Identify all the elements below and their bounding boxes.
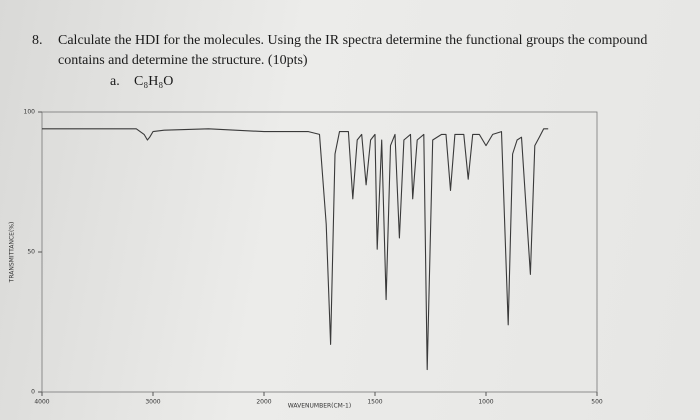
formula: C₈H₈O [134, 74, 174, 89]
part-label: a. [110, 74, 120, 89]
question-line: contains and determine the structure. (1… [58, 53, 308, 68]
x-tick-label: 1000 [478, 399, 493, 406]
x-tick-label: 2000 [256, 399, 271, 406]
plot-frame [41, 111, 598, 393]
y-tick-label: 100 [24, 109, 36, 116]
y-tick-label: 50 [27, 249, 35, 256]
x-tick-label: 1500 [367, 399, 382, 406]
x-tick-label: 4000 [34, 399, 49, 406]
x-tick-label: 3000 [145, 399, 160, 406]
spectrum-line [42, 128, 549, 371]
y-tick-label: 0 [31, 389, 35, 396]
x-tick-label: 500 [591, 399, 603, 406]
question-line: Calculate the HDI for the molecules. Usi… [58, 33, 648, 48]
x-axis-label: WAVENUMBER(CM-1) [288, 403, 351, 410]
y-axis-label: TRANSMITTANCE(%) [9, 222, 16, 284]
question-number: 8. [32, 33, 43, 48]
